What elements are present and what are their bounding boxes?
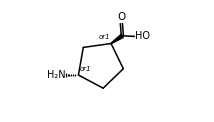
Text: O: O [117,12,126,22]
Text: or1: or1 [99,34,110,40]
Text: HO: HO [135,31,150,41]
Text: H₂N: H₂N [47,70,65,80]
Polygon shape [111,34,123,44]
Text: or1: or1 [80,66,91,72]
